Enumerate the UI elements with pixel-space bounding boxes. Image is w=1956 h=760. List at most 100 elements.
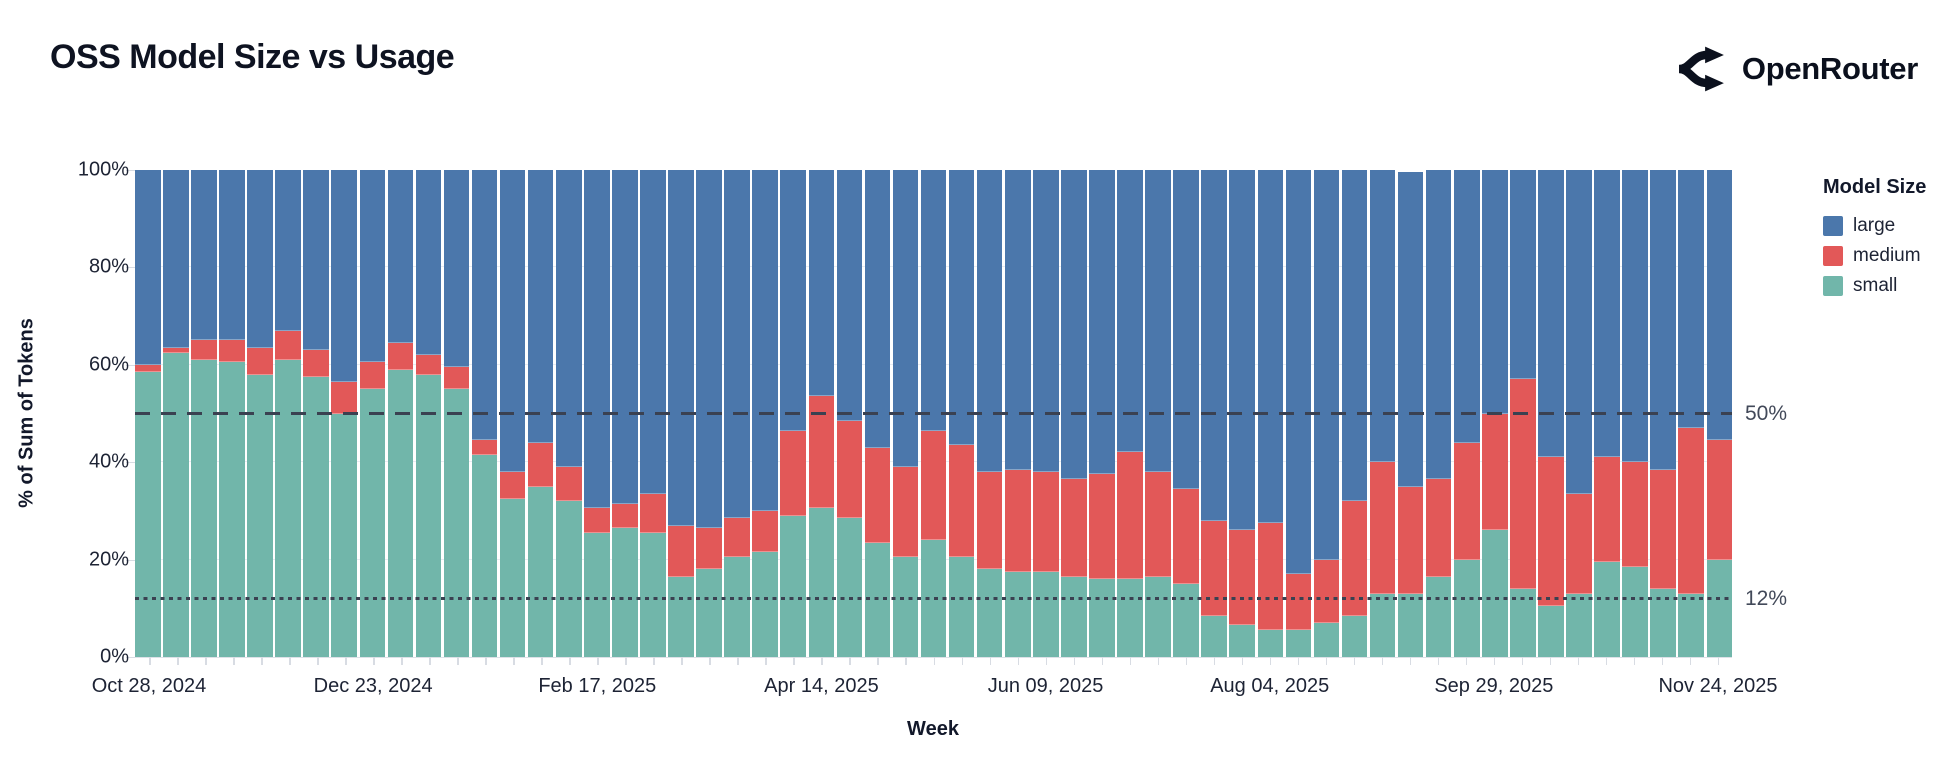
bar-segment-large[interactable]: [1566, 170, 1592, 494]
bar-week-mar-10-2025[interactable]: [668, 170, 694, 657]
bar-segment-medium[interactable]: [331, 381, 357, 414]
bar-segment-small[interactable]: [1117, 579, 1143, 657]
bar-segment-medium[interactable]: [1510, 379, 1536, 589]
bar-segment-large[interactable]: [1004, 170, 1031, 470]
bar-segment-large[interactable]: [247, 170, 273, 348]
bar-week-apr-07-2025[interactable]: [780, 170, 806, 657]
bar-segment-small[interactable]: [780, 515, 806, 657]
bar-segment-medium[interactable]: [864, 447, 891, 543]
bar-segment-medium[interactable]: [303, 350, 329, 377]
bar-week-mar-17-2025[interactable]: [696, 170, 722, 657]
bar-segment-large[interactable]: [976, 170, 1003, 472]
bar-segment-small[interactable]: [1453, 559, 1480, 657]
bar-segment-large[interactable]: [864, 170, 891, 448]
bar-week-jun-02-2025[interactable]: [1004, 170, 1031, 657]
bar-segment-large[interactable]: [1453, 170, 1480, 443]
bar-segment-large[interactable]: [443, 170, 470, 368]
bar-segment-small[interactable]: [1285, 630, 1312, 657]
bar-segment-medium[interactable]: [752, 510, 778, 553]
bar-week-apr-28-2025[interactable]: [864, 170, 891, 657]
bar-segment-medium[interactable]: [1061, 479, 1087, 577]
bar-segment-large[interactable]: [584, 170, 610, 509]
bar-week-nov-10-2025[interactable]: [1650, 170, 1676, 657]
bar-segment-small[interactable]: [752, 552, 778, 657]
bar-segment-small[interactable]: [1089, 579, 1115, 657]
bar-week-feb-10-2025[interactable]: [555, 170, 582, 657]
bar-segment-medium[interactable]: [780, 430, 806, 516]
bar-segment-medium[interactable]: [1425, 479, 1452, 577]
bar-segment-large[interactable]: [696, 170, 722, 528]
bar-segment-large[interactable]: [1650, 170, 1676, 470]
bar-segment-small[interactable]: [219, 362, 245, 657]
bar-segment-large[interactable]: [1145, 170, 1171, 472]
bar-week-nov-24-2025[interactable]: [1706, 170, 1733, 657]
bar-segment-small[interactable]: [1341, 615, 1368, 657]
bar-week-may-05-2025[interactable]: [892, 170, 919, 657]
bar-segment-small[interactable]: [135, 372, 161, 657]
bar-segment-medium[interactable]: [275, 330, 301, 360]
bar-segment-medium[interactable]: [1538, 457, 1564, 606]
bar-segment-large[interactable]: [1201, 170, 1227, 521]
bar-segment-large[interactable]: [1341, 170, 1368, 502]
bar-segment-medium[interactable]: [696, 527, 722, 570]
bar-segment-small[interactable]: [359, 389, 386, 657]
bar-week-feb-17-2025[interactable]: [584, 170, 610, 657]
bar-segment-small[interactable]: [584, 532, 610, 657]
bar-segment-medium[interactable]: [668, 525, 694, 577]
bar-week-aug-18-2025[interactable]: [1313, 170, 1340, 657]
bar-segment-large[interactable]: [359, 170, 386, 363]
bar-segment-large[interactable]: [1369, 170, 1396, 463]
bar-segment-small[interactable]: [892, 557, 919, 657]
bar-segment-medium[interactable]: [1257, 523, 1284, 631]
bar-week-jun-16-2025[interactable]: [1061, 170, 1087, 657]
bar-segment-medium[interactable]: [387, 342, 414, 370]
bar-week-oct-20-2025[interactable]: [1566, 170, 1592, 657]
bar-segment-small[interactable]: [331, 413, 357, 657]
bar-segment-large[interactable]: [1089, 170, 1115, 475]
bar-segment-large[interactable]: [135, 170, 161, 365]
bar-week-dec-02-2024[interactable]: [275, 170, 301, 657]
bar-segment-large[interactable]: [1117, 170, 1143, 453]
bar-week-jun-09-2025[interactable]: [1033, 170, 1059, 657]
bar-segment-medium[interactable]: [555, 467, 582, 502]
bar-week-jan-20-2025[interactable]: [471, 170, 498, 657]
bar-segment-large[interactable]: [471, 170, 498, 441]
bar-segment-small[interactable]: [640, 532, 666, 657]
bar-week-nov-18-2024[interactable]: [219, 170, 245, 657]
bar-segment-small[interactable]: [1229, 625, 1255, 657]
bar-segment-large[interactable]: [724, 170, 750, 519]
bar-segment-small[interactable]: [1397, 593, 1424, 657]
bar-segment-large[interactable]: [499, 170, 526, 472]
bar-segment-large[interactable]: [1397, 172, 1424, 487]
bar-segment-small[interactable]: [864, 542, 891, 657]
bar-segment-small[interactable]: [1369, 593, 1396, 657]
bar-segment-medium[interactable]: [1397, 486, 1424, 594]
bar-segment-small[interactable]: [1313, 622, 1340, 657]
bar-segment-small[interactable]: [948, 557, 975, 657]
bar-segment-small[interactable]: [1201, 615, 1227, 657]
bar-week-jul-21-2025[interactable]: [1201, 170, 1227, 657]
bar-segment-large[interactable]: [1285, 170, 1312, 575]
bar-week-nov-11-2024[interactable]: [191, 170, 217, 657]
bar-segment-medium[interactable]: [584, 508, 610, 533]
bar-segment-medium[interactable]: [1650, 469, 1676, 589]
bar-segment-medium[interactable]: [1313, 559, 1340, 623]
bar-segment-medium[interactable]: [1566, 493, 1592, 594]
bar-segment-large[interactable]: [808, 170, 835, 397]
bar-segment-medium[interactable]: [1117, 452, 1143, 580]
bar-segment-large[interactable]: [1594, 170, 1620, 458]
bar-segment-small[interactable]: [191, 359, 217, 657]
bar-segment-small[interactable]: [303, 376, 329, 657]
bar-segment-small[interactable]: [555, 501, 582, 657]
bar-week-feb-24-2025[interactable]: [612, 170, 638, 657]
bar-week-sep-22-2025[interactable]: [1453, 170, 1480, 657]
bar-segment-medium[interactable]: [1453, 442, 1480, 560]
bar-segment-large[interactable]: [1482, 170, 1508, 414]
bar-segment-large[interactable]: [1425, 170, 1452, 480]
bar-segment-large[interactable]: [920, 170, 947, 431]
bar-week-mar-24-2025[interactable]: [724, 170, 750, 657]
bar-week-jun-30-2025[interactable]: [1117, 170, 1143, 657]
bar-segment-medium[interactable]: [1482, 413, 1508, 531]
bar-segment-medium[interactable]: [1229, 530, 1255, 626]
bar-week-may-19-2025[interactable]: [948, 170, 975, 657]
